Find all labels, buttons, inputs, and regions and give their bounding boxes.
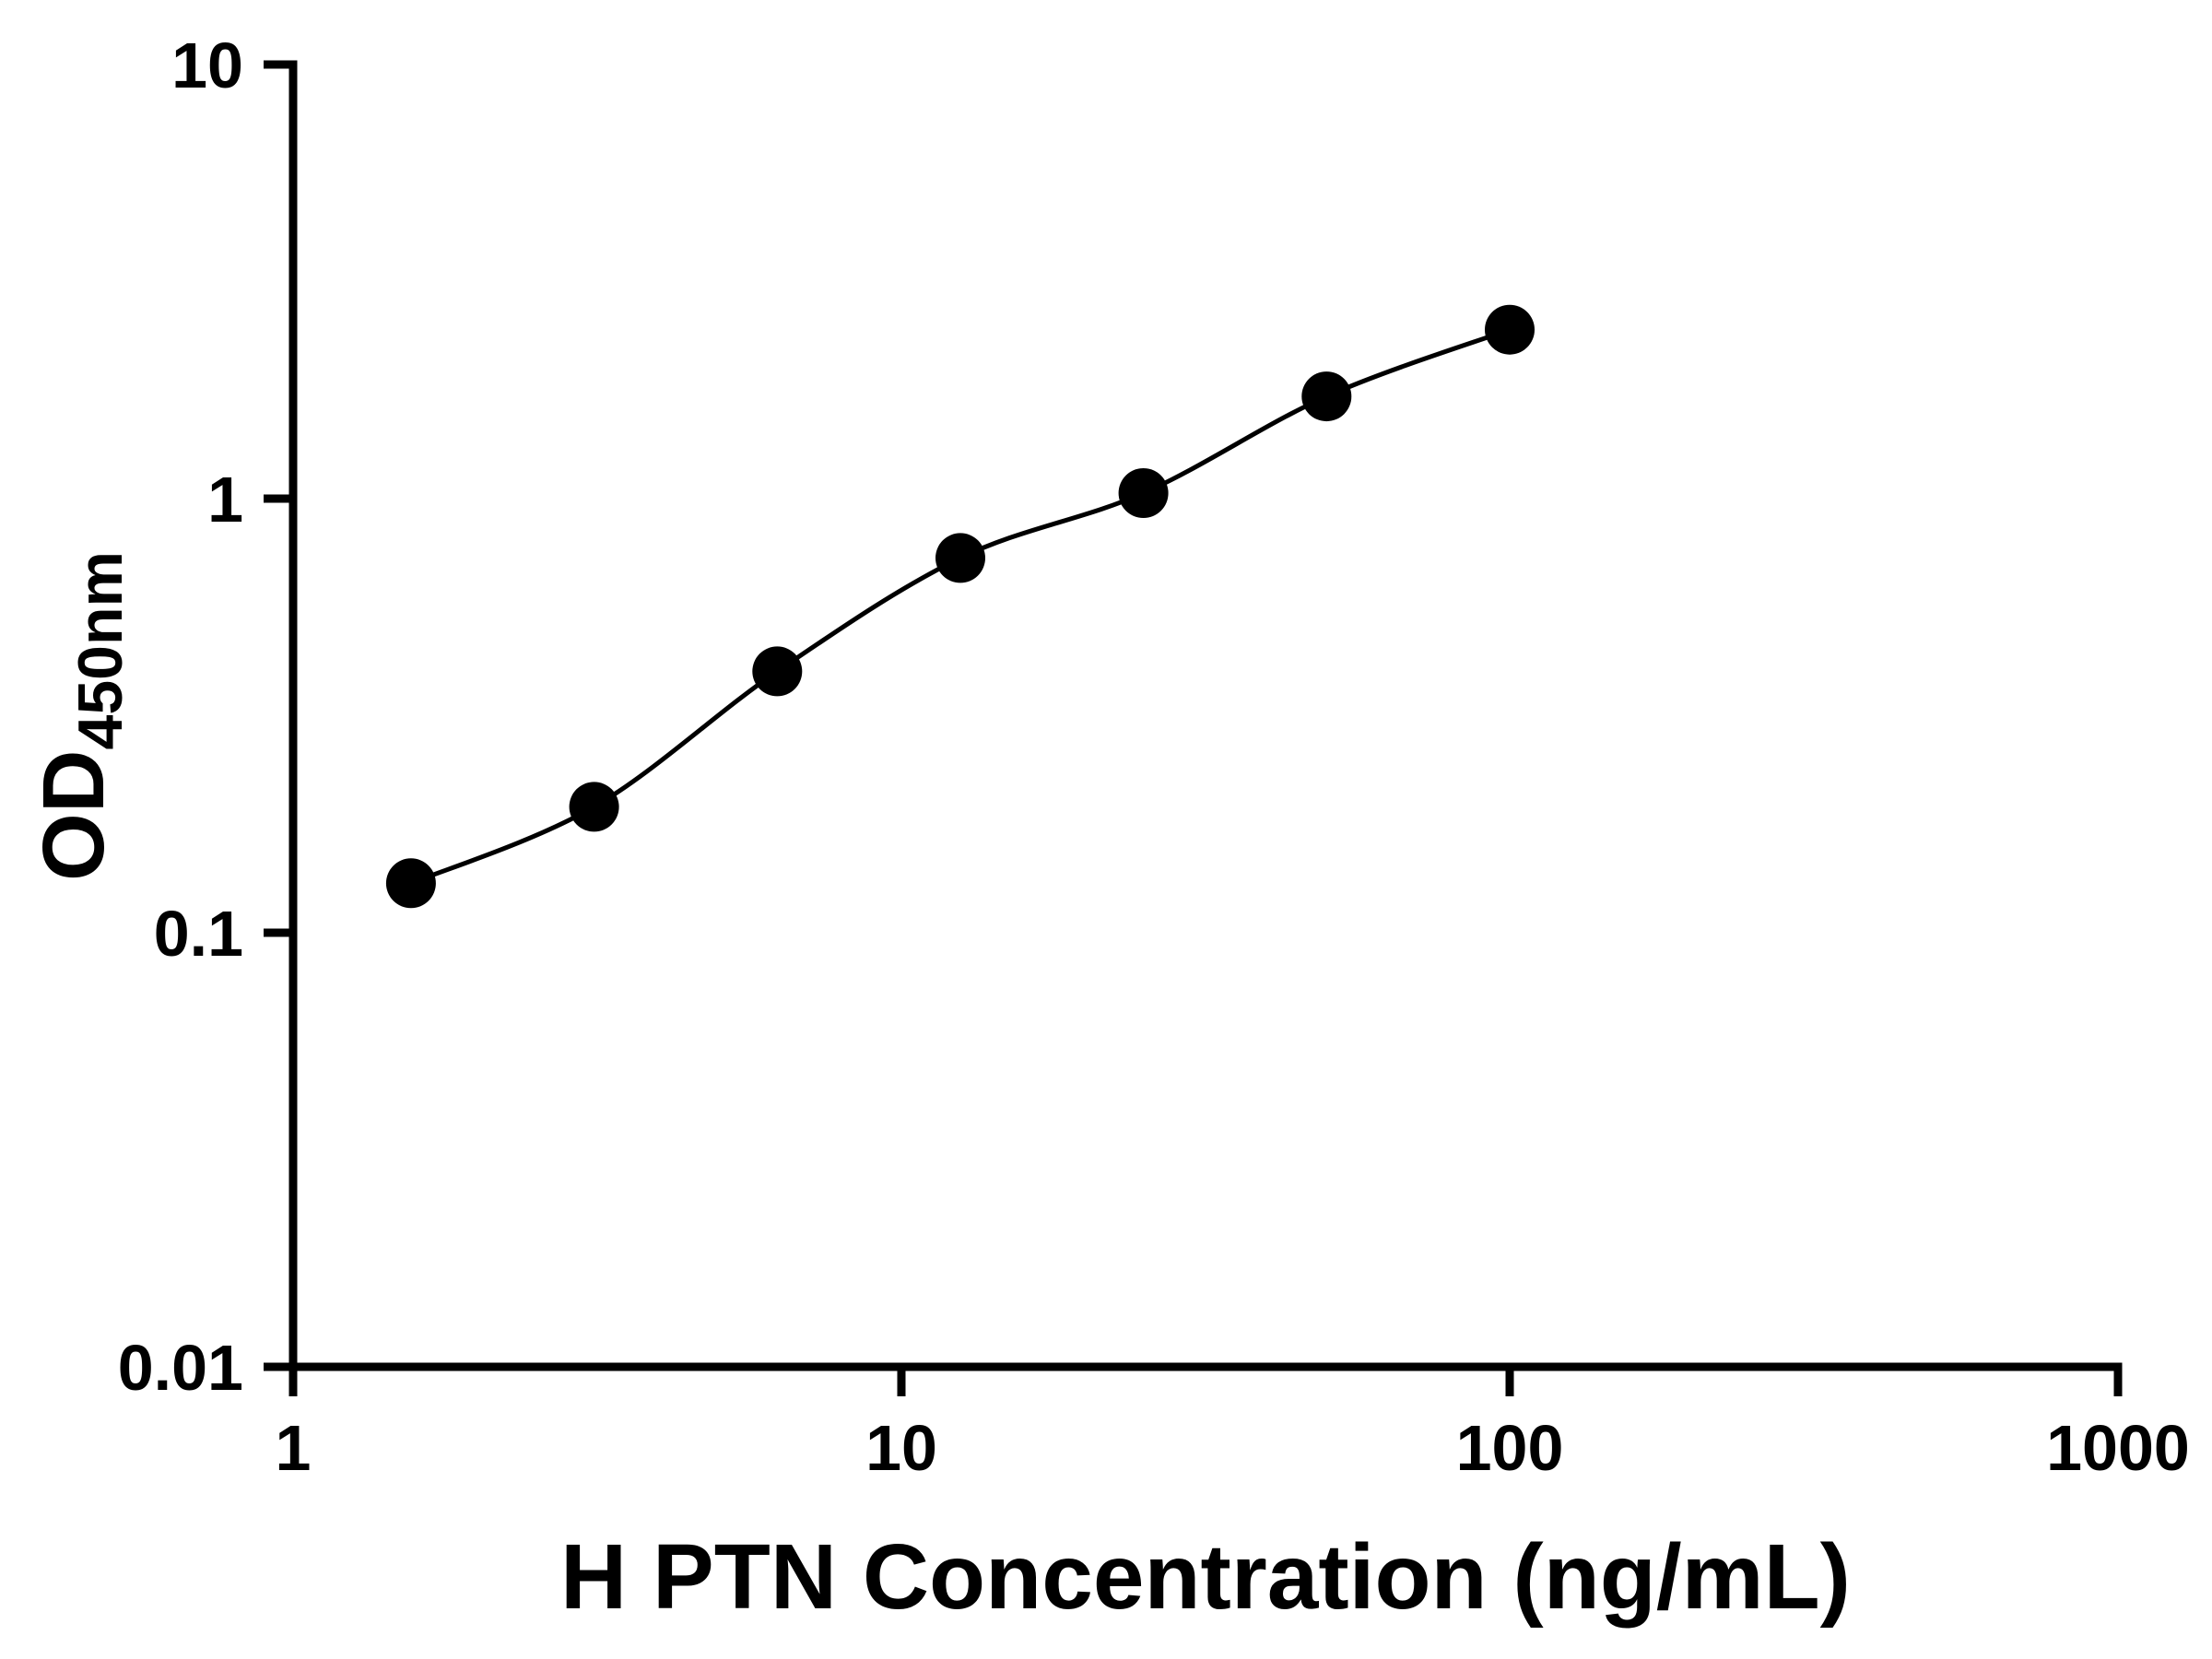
y-axis-title-main: OD [25,749,123,881]
data-point [385,858,436,909]
y-tick-label: 0.01 [118,1332,243,1404]
data-point [569,782,619,832]
data-point [1301,371,1352,422]
data-point [752,646,803,697]
data-point [1485,304,1535,355]
y-tick-label: 1 [207,464,243,535]
x-tick-label: 100 [1456,1412,1564,1484]
x-tick-label: 1 [276,1412,312,1484]
x-tick-label: 10 [865,1412,937,1484]
y-tick-label: 0.1 [154,898,243,970]
y-axis-title: OD450nm [25,551,135,881]
axis-spine [288,60,2123,1371]
plot-area: 1 10 100 1000 0.01 0.1 1 10 [118,29,2190,1484]
x-axis-title: H PTN Concentration (ng/mL) [560,1525,1851,1629]
data-point [1118,468,1169,518]
data-point [935,533,985,583]
y-tick-label: 10 [171,29,243,101]
y-axis-title-subscript: 450nm [65,551,135,749]
x-tick-label: 1000 [2046,1412,2190,1484]
